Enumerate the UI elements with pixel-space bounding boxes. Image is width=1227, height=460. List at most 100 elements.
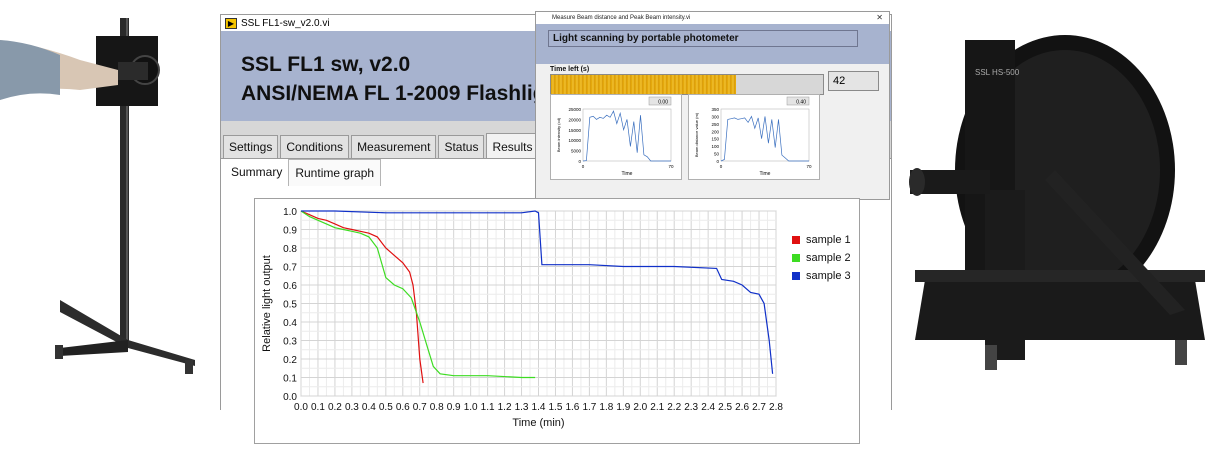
y-axis-label: Relative light output [261,255,273,352]
x-tick-label: 2.5 [718,402,732,413]
x-tick-label: 2.1 [650,402,664,413]
time-left-progress-bar [550,74,824,95]
x-tick-label: 1.2 [498,402,512,413]
y-tick-label: 0.7 [283,263,297,274]
popup-titlebar: Measure Beam distance and Peak Beam inte… [536,12,889,24]
x-tick-label: 0.4 [362,402,376,413]
time-left-value: 42 [828,71,879,91]
mini-readout: 0.00 [658,100,668,106]
tab-measurement[interactable]: Measurement [351,135,437,158]
popup-title: Measure Beam distance and Peak Beam inte… [552,15,691,21]
y-tick-label: 0.3 [283,337,297,348]
popup-header-band: Light scanning by portable photometer [536,24,889,64]
mini-y-tick: 100 [711,144,719,149]
subtab-runtime-graph[interactable]: Runtime graph [288,159,382,186]
svg-text:SSL HS-500: SSL HS-500 [975,68,1020,77]
mini-readout-box [648,96,672,106]
mini-y-tick: 250 [711,122,719,127]
legend-swatch-sample-3 [792,272,800,280]
labview-icon: ▶ [225,17,237,29]
y-tick-label: 0.9 [283,226,297,237]
beam-intensity-graph: 0.00 25000 20000 15000 10000 5000 0 0 70 Time Beam… [550,94,682,180]
x-tick-label: 2.4 [701,402,715,413]
legend-label: sample 1 [806,234,851,246]
legend-label: sample 3 [806,270,851,282]
mini-x-tick: 70 [668,164,674,169]
y-tick-label: 0.0 [283,392,297,403]
x-tick-label: 2.3 [684,402,698,413]
x-tick-label: 0.3 [345,402,359,413]
legend-item-sample-1: sample 1 [792,234,851,246]
beam-distance-graph: 0.40 350 300 250 200 150 100 50 0 0 70 Time Beam dis… [688,94,820,180]
x-tick-label: 2.2 [667,402,681,413]
legend-label: sample 2 [806,252,851,264]
x-tick-label: 2.0 [633,402,647,413]
mini-readout-box [786,96,810,106]
tab-status[interactable]: Status [438,135,485,158]
x-tick-label: 0.1 [311,402,325,413]
legend-swatch-sample-1 [792,236,800,244]
x-tick-label: 2.7 [752,402,766,413]
x-tick-label: 1.5 [549,402,563,413]
subtab-summary[interactable]: Summary [225,159,289,186]
mini-y-tick: 20000 [568,117,581,122]
mini-y-tick: 50 [714,152,720,157]
x-tick-label: 1.9 [616,402,630,413]
x-tick-label: 0.7 [413,402,427,413]
window-title: SSL FL1-sw_v2.0.vi [241,17,330,29]
mini-x-tick: 0 [582,164,585,169]
mini-y-tick: 25000 [568,107,581,112]
mini-y-tick: 200 [711,129,719,134]
x-tick-label: 2.6 [735,402,749,413]
popup-heading: Light scanning by portable photometer [548,30,858,47]
x-tick-label: 0.9 [447,402,461,413]
close-icon[interactable]: ✕ [876,13,883,22]
x-tick-label: 0.5 [379,402,393,413]
standard-title: ANSI/NEMA FL 1-2009 Flashlig [241,82,546,105]
y-tick-label: 0.5 [283,300,297,311]
y-tick-label: 0.6 [283,281,297,292]
mini-y-tick: 350 [711,107,719,112]
chart-legend: sample 1 sample 2 sample 3 [792,234,851,288]
goniophotometer-photo: SSL HS-500 [905,20,1227,390]
y-tick-label: 0.2 [283,355,297,366]
y-tick-label: 1.0 [283,207,297,218]
tabs-row: Settings Conditions Measurement Status R… [223,133,539,158]
x-tick-label: 1.8 [599,402,613,413]
x-tick-label: 0.8 [430,402,444,413]
x-tick-label: 0.6 [396,402,410,413]
legend-item-sample-3: sample 3 [792,270,851,282]
y-tick-label: 0.4 [283,318,297,329]
subtabs-row: Summary Runtime graph [225,159,382,186]
mini-readout: 0.40 [796,100,806,106]
mini-y-tick: 15000 [568,128,581,133]
x-tick-label: 1.1 [481,402,495,413]
x-tick-label: 1.6 [565,402,579,413]
legend-item-sample-2: sample 2 [792,252,851,264]
series-line-sample-1 [300,210,424,384]
mini-x-tick: 70 [806,164,812,169]
mini-x-tick: 0 [720,164,723,169]
mini-y-tick: 300 [711,114,719,119]
mini-y-tick: 0 [578,159,581,164]
x-tick-label: 1.3 [515,402,529,413]
y-tick-label: 0.1 [283,374,297,385]
legend-swatch-sample-2 [792,254,800,262]
x-axis-label: Time (min) [512,417,564,429]
series-line-sample-3 [301,210,774,374]
mini-x-label: Time [760,171,771,177]
mini-series-line [720,115,809,162]
x-tick-label: 0.0 [294,402,308,413]
mini-y-tick: 150 [711,137,719,142]
tab-conditions[interactable]: Conditions [280,135,350,158]
x-tick-label: 1.7 [582,402,596,413]
mini-y-tick: 5000 [571,149,582,154]
y-tick-label: 0.8 [283,244,297,255]
runtime-graph-chart: 0.0 0.1 0.2 0.3 0.4 0.5 0.6 0.7 0.8 0.9 1.0 1.1 1.2 1… [254,198,860,444]
mini-y-tick: 10000 [568,138,581,143]
tab-settings[interactable]: Settings [223,135,279,158]
time-left-label: Time left (s) [550,66,590,73]
tab-results[interactable]: Results [486,133,539,158]
progress-fill [551,75,736,94]
beam-measure-popup: Measure Beam distance and Peak Beam inte… [535,11,890,200]
